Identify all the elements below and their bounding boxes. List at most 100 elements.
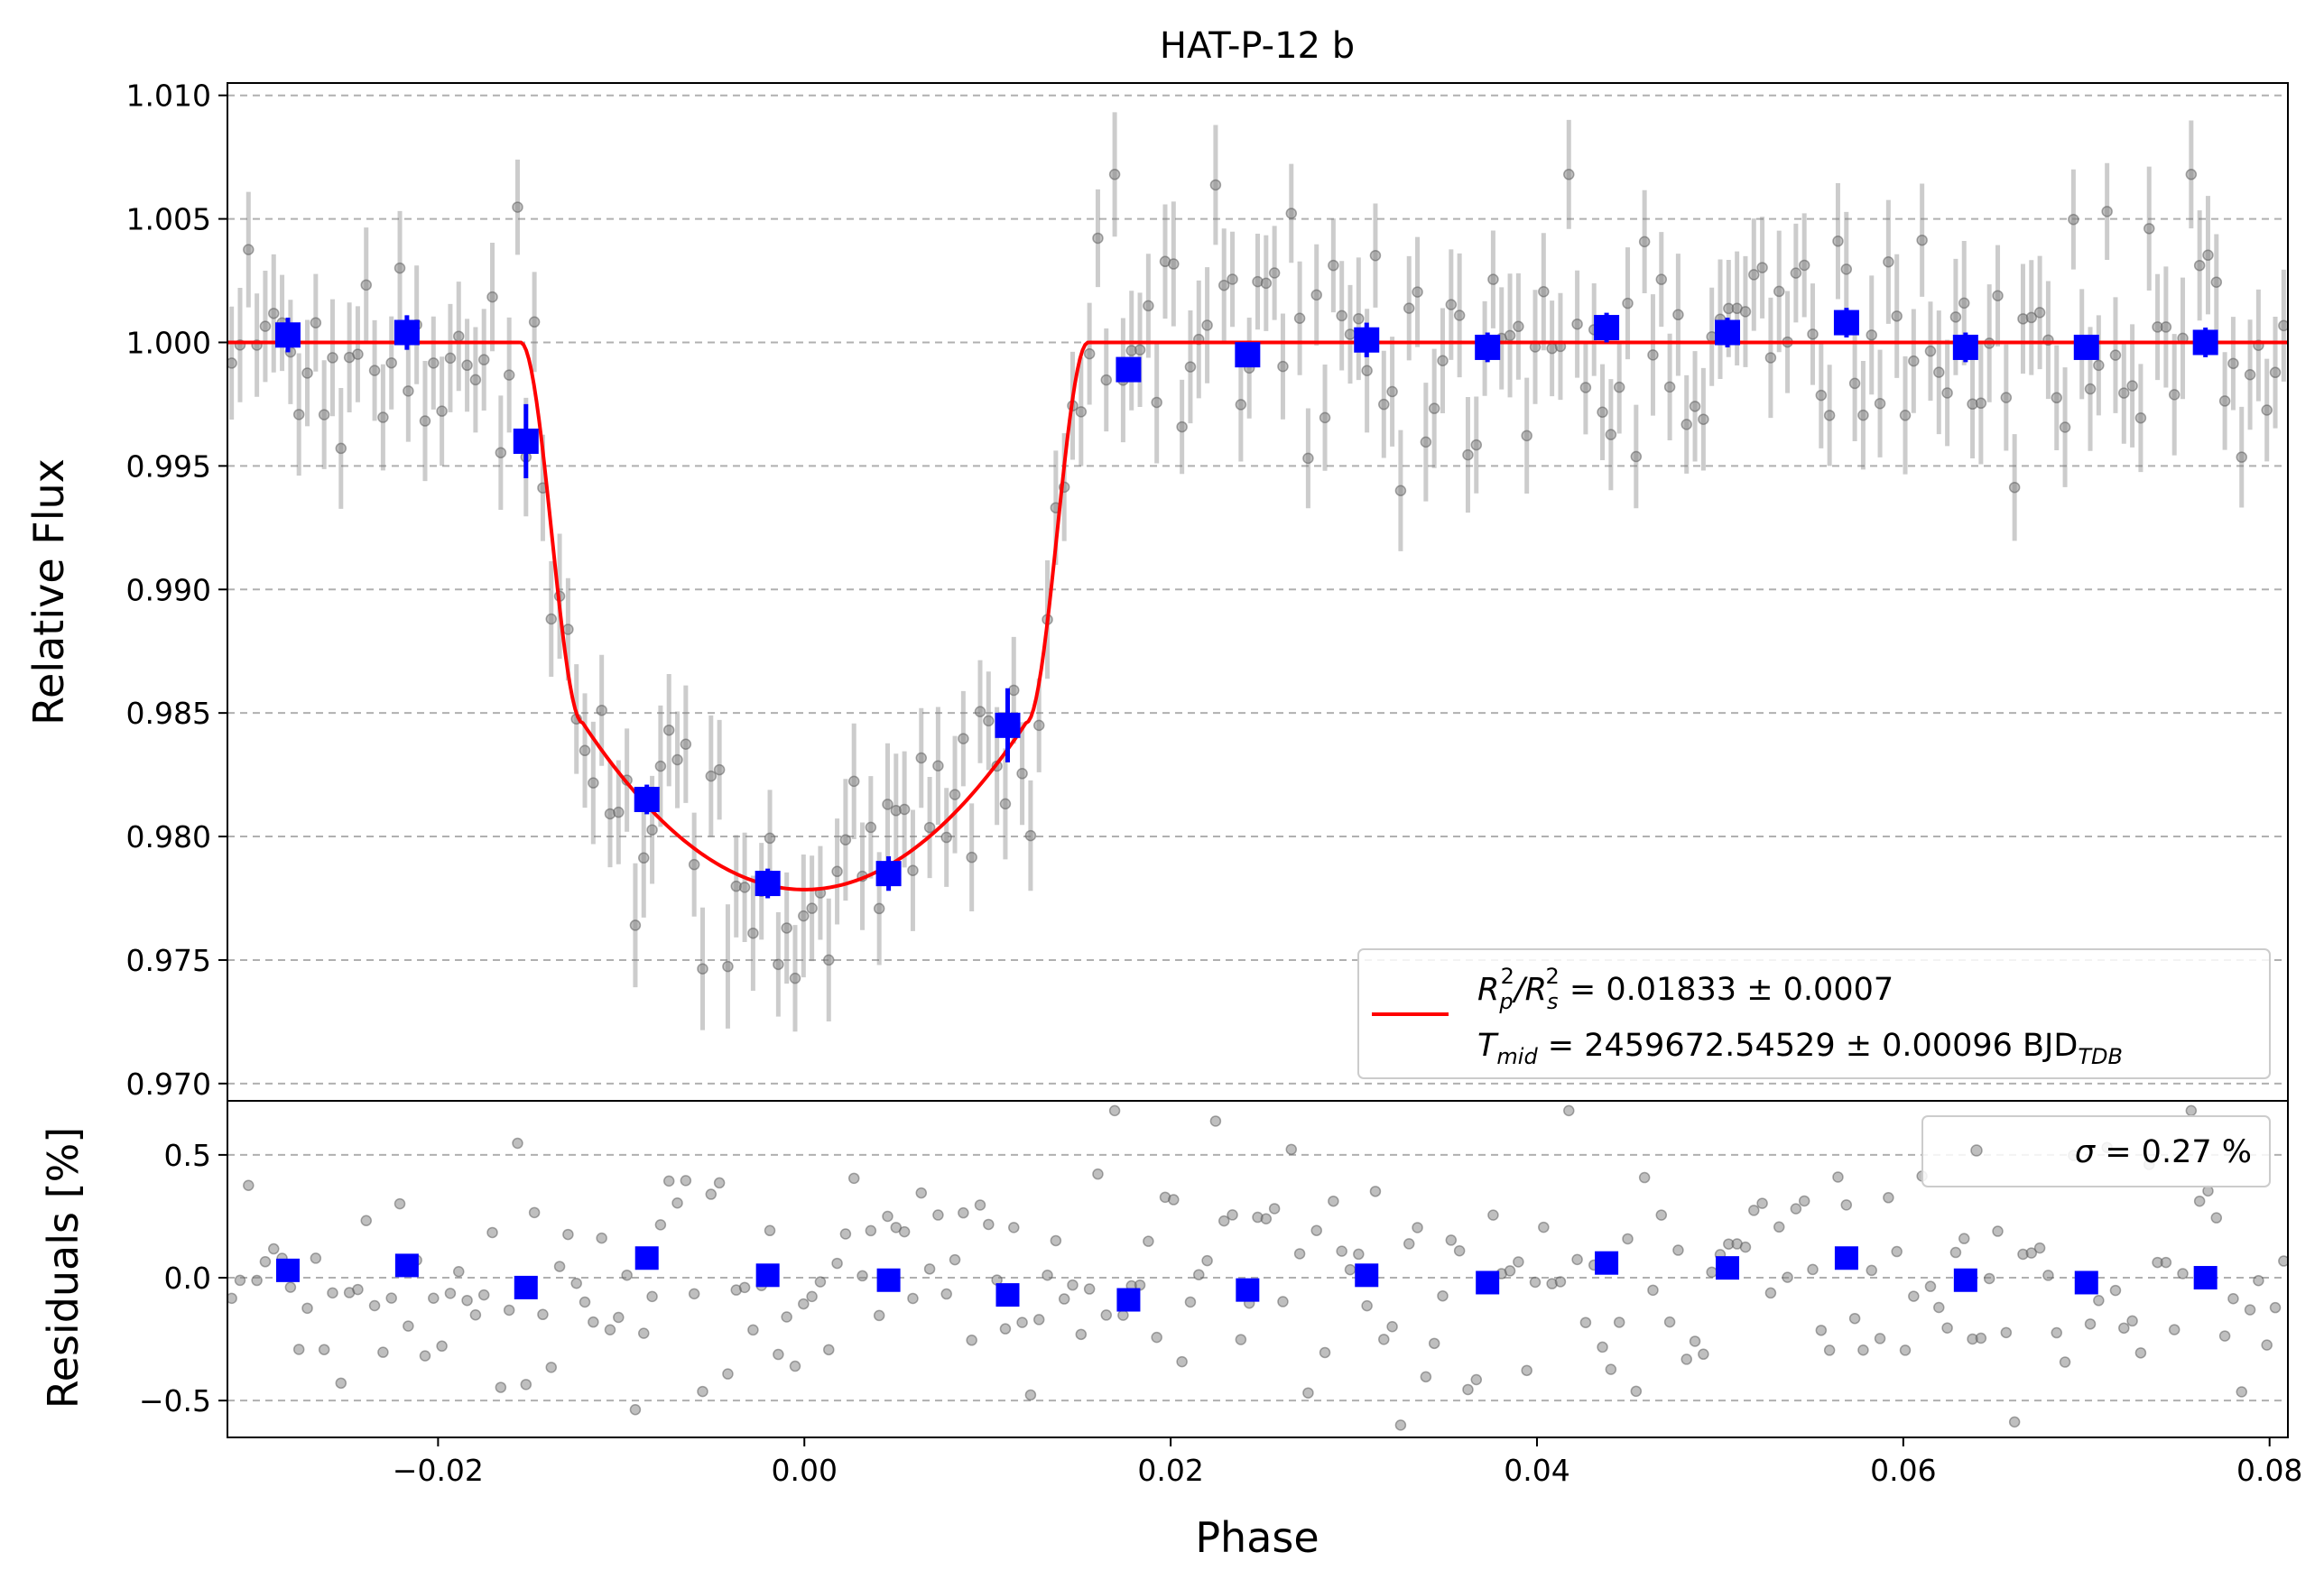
raw-flux-point <box>1698 413 1709 425</box>
raw-residual-point <box>1529 1276 1542 1289</box>
raw-flux-point <box>385 356 397 369</box>
raw-residual-point <box>1857 1344 1869 1356</box>
raw-residual-point <box>697 1385 708 1398</box>
raw-flux-point <box>1176 420 1188 433</box>
raw-residual-point <box>1394 1419 1407 1431</box>
raw-residual-point <box>1277 1296 1289 1307</box>
raw-flux-point <box>528 316 541 328</box>
raw-residual-point <box>1042 1270 1053 1281</box>
raw-residual-point <box>1412 1222 1423 1233</box>
raw-flux-point <box>2134 411 2147 424</box>
raw-flux-point <box>1848 377 1861 390</box>
raw-residual-point <box>713 1177 726 1189</box>
raw-flux-point <box>2059 421 2071 433</box>
raw-residual-point <box>1832 1171 1844 1183</box>
raw-flux-point <box>1773 285 1785 298</box>
raw-residual-point <box>1681 1353 1692 1365</box>
residuals-y-axis: −0.5 0.0 0.5 <box>139 1138 227 1418</box>
raw-flux-point <box>1201 319 1213 331</box>
raw-flux-point <box>1437 355 1449 366</box>
raw-residual-point <box>1992 1225 2004 1237</box>
raw-flux-point <box>1832 236 1844 247</box>
raw-residual-point <box>596 1232 607 1244</box>
raw-residual-point <box>705 1188 718 1200</box>
raw-residual-point <box>1024 1389 1037 1401</box>
raw-flux-point <box>1092 232 1104 245</box>
phase-x-axis-label: Phase <box>1195 1513 1319 1562</box>
raw-residual-point <box>2126 1315 2138 1327</box>
binned-flux-point <box>875 861 902 887</box>
raw-flux-point <box>377 411 389 423</box>
raw-flux-point <box>1992 290 2004 301</box>
raw-flux-point <box>301 367 313 379</box>
raw-residual-point <box>1874 1333 1886 1344</box>
raw-residual-point <box>1672 1244 1684 1256</box>
raw-flux-point <box>662 724 675 736</box>
raw-residual-point <box>284 1281 297 1293</box>
binned-residual-point <box>2193 1266 2218 1290</box>
raw-flux-point <box>1764 352 1777 364</box>
raw-residual-point <box>1336 1245 1347 1257</box>
raw-flux-point <box>949 789 961 800</box>
raw-flux-point <box>335 442 347 455</box>
raw-residual-point <box>2084 1318 2097 1330</box>
raw-flux-point <box>1386 385 1398 398</box>
raw-flux-point <box>1748 269 1760 281</box>
raw-flux-point <box>360 279 373 291</box>
raw-residual-point <box>528 1206 541 1219</box>
raw-residual-point <box>814 1276 827 1288</box>
raw-residual-point <box>227 1292 237 1305</box>
raw-flux-point <box>1328 259 1339 272</box>
phase-x-tick-label: 0.00 <box>771 1453 837 1488</box>
raw-residual-point <box>1698 1348 1709 1361</box>
raw-flux-point <box>1689 401 1701 412</box>
raw-flux-points <box>227 112 2288 1032</box>
raw-residual-point <box>1663 1316 1676 1328</box>
raw-residual-point <box>1798 1195 1810 1207</box>
raw-residual-point <box>1630 1385 1643 1398</box>
raw-flux-point <box>1083 347 1096 360</box>
raw-residual-point <box>1521 1364 1532 1377</box>
flux-y-tick-label: 1.010 <box>126 79 211 114</box>
raw-flux-point <box>2236 451 2247 463</box>
raw-residual-point <box>1605 1363 1617 1375</box>
raw-residual-point <box>1092 1168 1104 1180</box>
raw-flux-point <box>1597 406 1608 419</box>
raw-flux-point <box>1361 365 1373 377</box>
raw-flux-point <box>2084 383 2097 395</box>
raw-flux-point <box>873 902 885 915</box>
raw-residual-point <box>1579 1316 1592 1328</box>
raw-residual-point <box>823 1344 835 1356</box>
raw-residual-point <box>368 1299 381 1312</box>
raw-residual-point <box>251 1274 263 1287</box>
raw-residual-point <box>604 1324 616 1335</box>
raw-residual-point <box>1218 1215 1230 1227</box>
raw-flux-point <box>831 865 843 878</box>
raw-residual-point <box>1420 1371 1432 1383</box>
raw-residual-point <box>1437 1289 1449 1302</box>
raw-flux-point <box>638 852 650 864</box>
flux-panel: 0.970 0.975 0.980 0.985 0.990 0.995 1.000 1.005… <box>24 79 2289 1102</box>
raw-residual-point <box>1462 1383 1474 1396</box>
raw-residual-point <box>1369 1186 1382 1197</box>
raw-residual-point <box>352 1283 364 1296</box>
raw-residual-point <box>839 1228 852 1240</box>
raw-flux-point <box>1899 410 1912 421</box>
residuals-legend: σ = 0.27 % <box>1921 1115 2271 1187</box>
raw-residual-point <box>747 1324 759 1336</box>
raw-residual-point <box>301 1302 313 1315</box>
raw-residual-point <box>234 1274 246 1287</box>
raw-residual-point <box>1866 1264 1877 1277</box>
residuals-panel: −0.5 0.0 0.5 Residuals [%] σ = 0.27 % −0.0… <box>39 1100 2302 1562</box>
raw-flux-point <box>428 357 440 369</box>
raw-flux-point <box>1823 410 1836 421</box>
phase-x-tick-label: 0.04 <box>1504 1453 1569 1488</box>
raw-residual-point <box>1790 1203 1802 1215</box>
raw-residual-point <box>1445 1234 1458 1246</box>
raw-residual-point <box>2210 1212 2223 1224</box>
raw-flux-point <box>764 832 776 845</box>
raw-residual-point <box>1840 1199 1853 1211</box>
binned-flux-point <box>394 319 420 346</box>
raw-residual-point <box>974 1199 986 1211</box>
raw-residual-point <box>940 1288 952 1300</box>
